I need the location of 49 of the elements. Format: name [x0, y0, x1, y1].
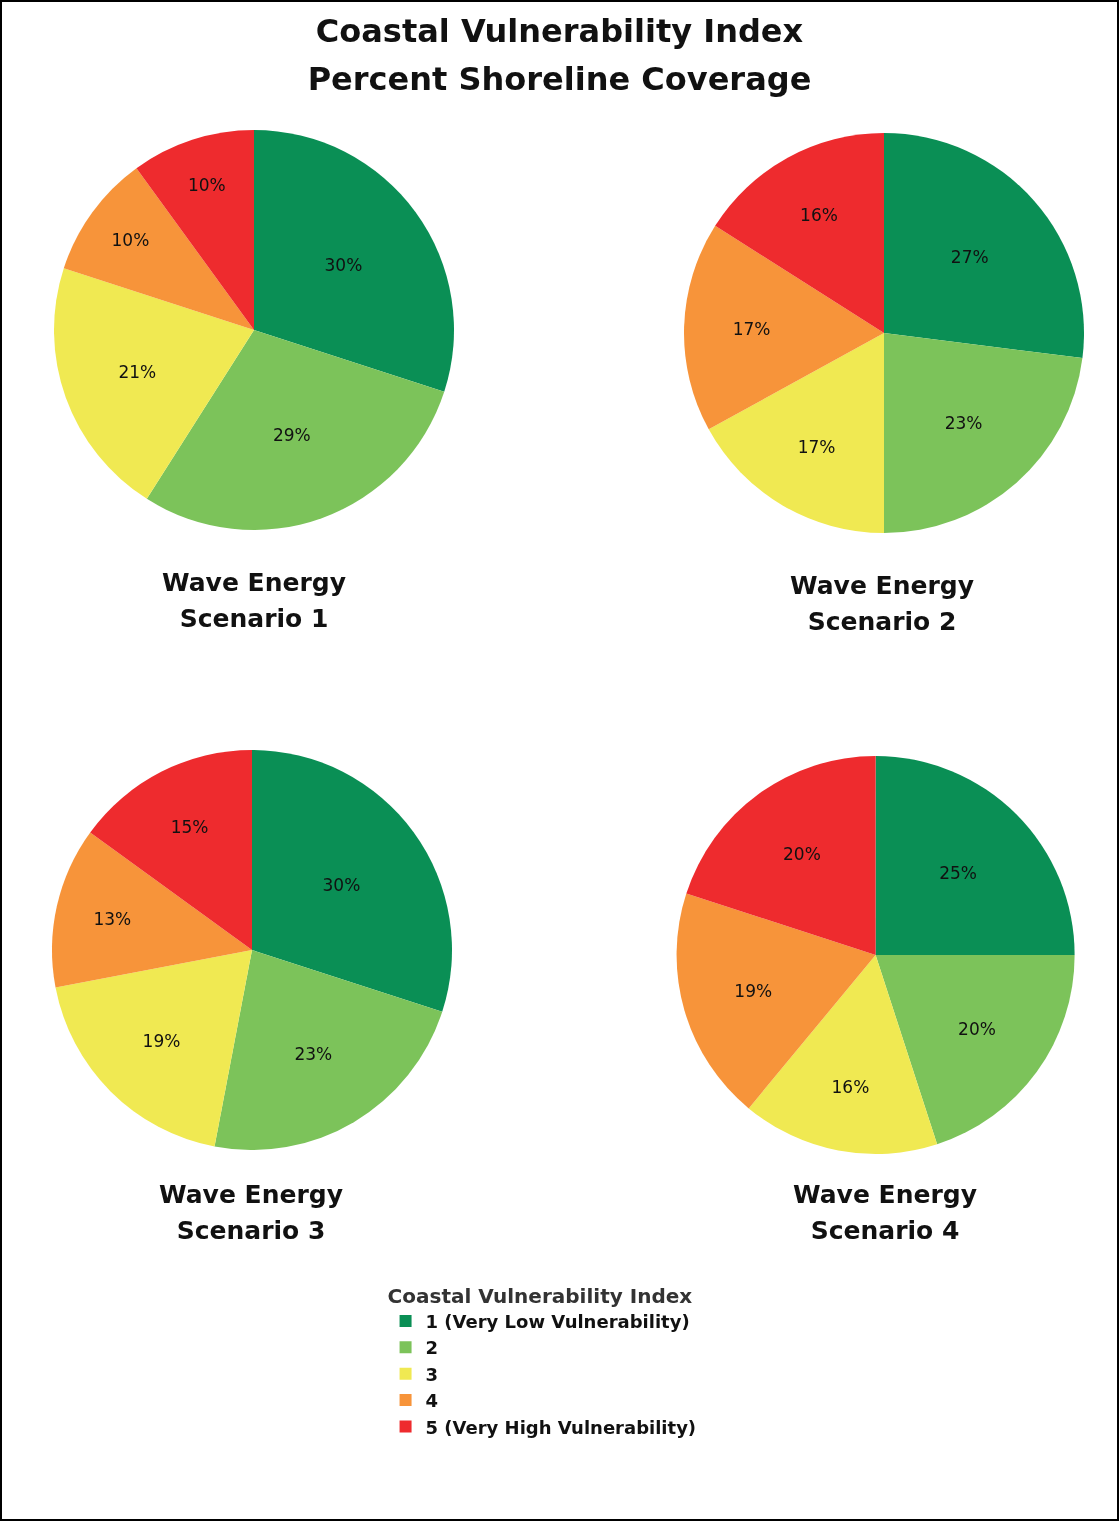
data-label: 17% [797, 437, 836, 458]
data-label: 30% [322, 875, 361, 896]
data-label: 23% [294, 1043, 333, 1064]
pie-slice [884, 133, 1084, 359]
pie-slice [715, 133, 884, 333]
data-label: 23% [944, 413, 983, 434]
data-label: 25% [939, 862, 977, 883]
data-label: 20% [958, 1018, 996, 1039]
legend-label: 5 (Very High Vulnerability) [425, 1416, 697, 1438]
pie-slice [52, 832, 252, 988]
data-label: 16% [800, 204, 838, 225]
legend-title: Coastal Vulnerability Index [387, 1283, 693, 1308]
text: Wave Energy Scenario 4 [792, 1179, 978, 1247]
pie-slice [63, 168, 254, 330]
data-label: 19% [734, 980, 773, 1001]
pie-slice [884, 333, 1083, 533]
data-label: 30% [324, 255, 363, 276]
text: Percent Shoreline Coverage [306, 60, 813, 98]
pie-slice [686, 755, 876, 956]
pie-slice [684, 225, 884, 430]
legend-label: 1 (Very Low Vulnerability) [425, 1310, 690, 1332]
data-label: 20% [783, 843, 821, 864]
legend-label: 2 [425, 1337, 439, 1359]
text: Wave Energy Scenario 2 [789, 570, 975, 638]
data-label: 10% [111, 230, 150, 251]
pie-slice [708, 333, 884, 533]
pie-slice [875, 755, 1075, 956]
data-label: 10% [187, 174, 226, 195]
pie-slice [55, 950, 252, 1147]
data-label: 19% [142, 1030, 181, 1051]
legend-label: 4 [425, 1390, 439, 1412]
pie-slice [90, 750, 252, 950]
pie-slice [252, 750, 452, 1012]
pie-slice [54, 268, 254, 499]
pie-slice [676, 893, 876, 1109]
data-label: 13% [93, 908, 132, 929]
text: Coastal Vulnerability Index [314, 12, 805, 50]
text: Wave Energy Scenario 1 [161, 567, 347, 635]
data-label: 16% [831, 1076, 870, 1097]
data-label: 27% [950, 247, 989, 268]
pie-slice [254, 130, 454, 392]
data-label: 29% [272, 425, 311, 446]
data-label: 17% [732, 318, 771, 339]
pie-slice [875, 955, 1075, 1145]
legend-label: 3 [425, 1363, 439, 1385]
data-label: 21% [118, 362, 157, 382]
text: Wave Energy Scenario 3 [158, 1179, 344, 1247]
pie-slice [214, 950, 443, 1150]
data-label: 15% [170, 817, 209, 838]
